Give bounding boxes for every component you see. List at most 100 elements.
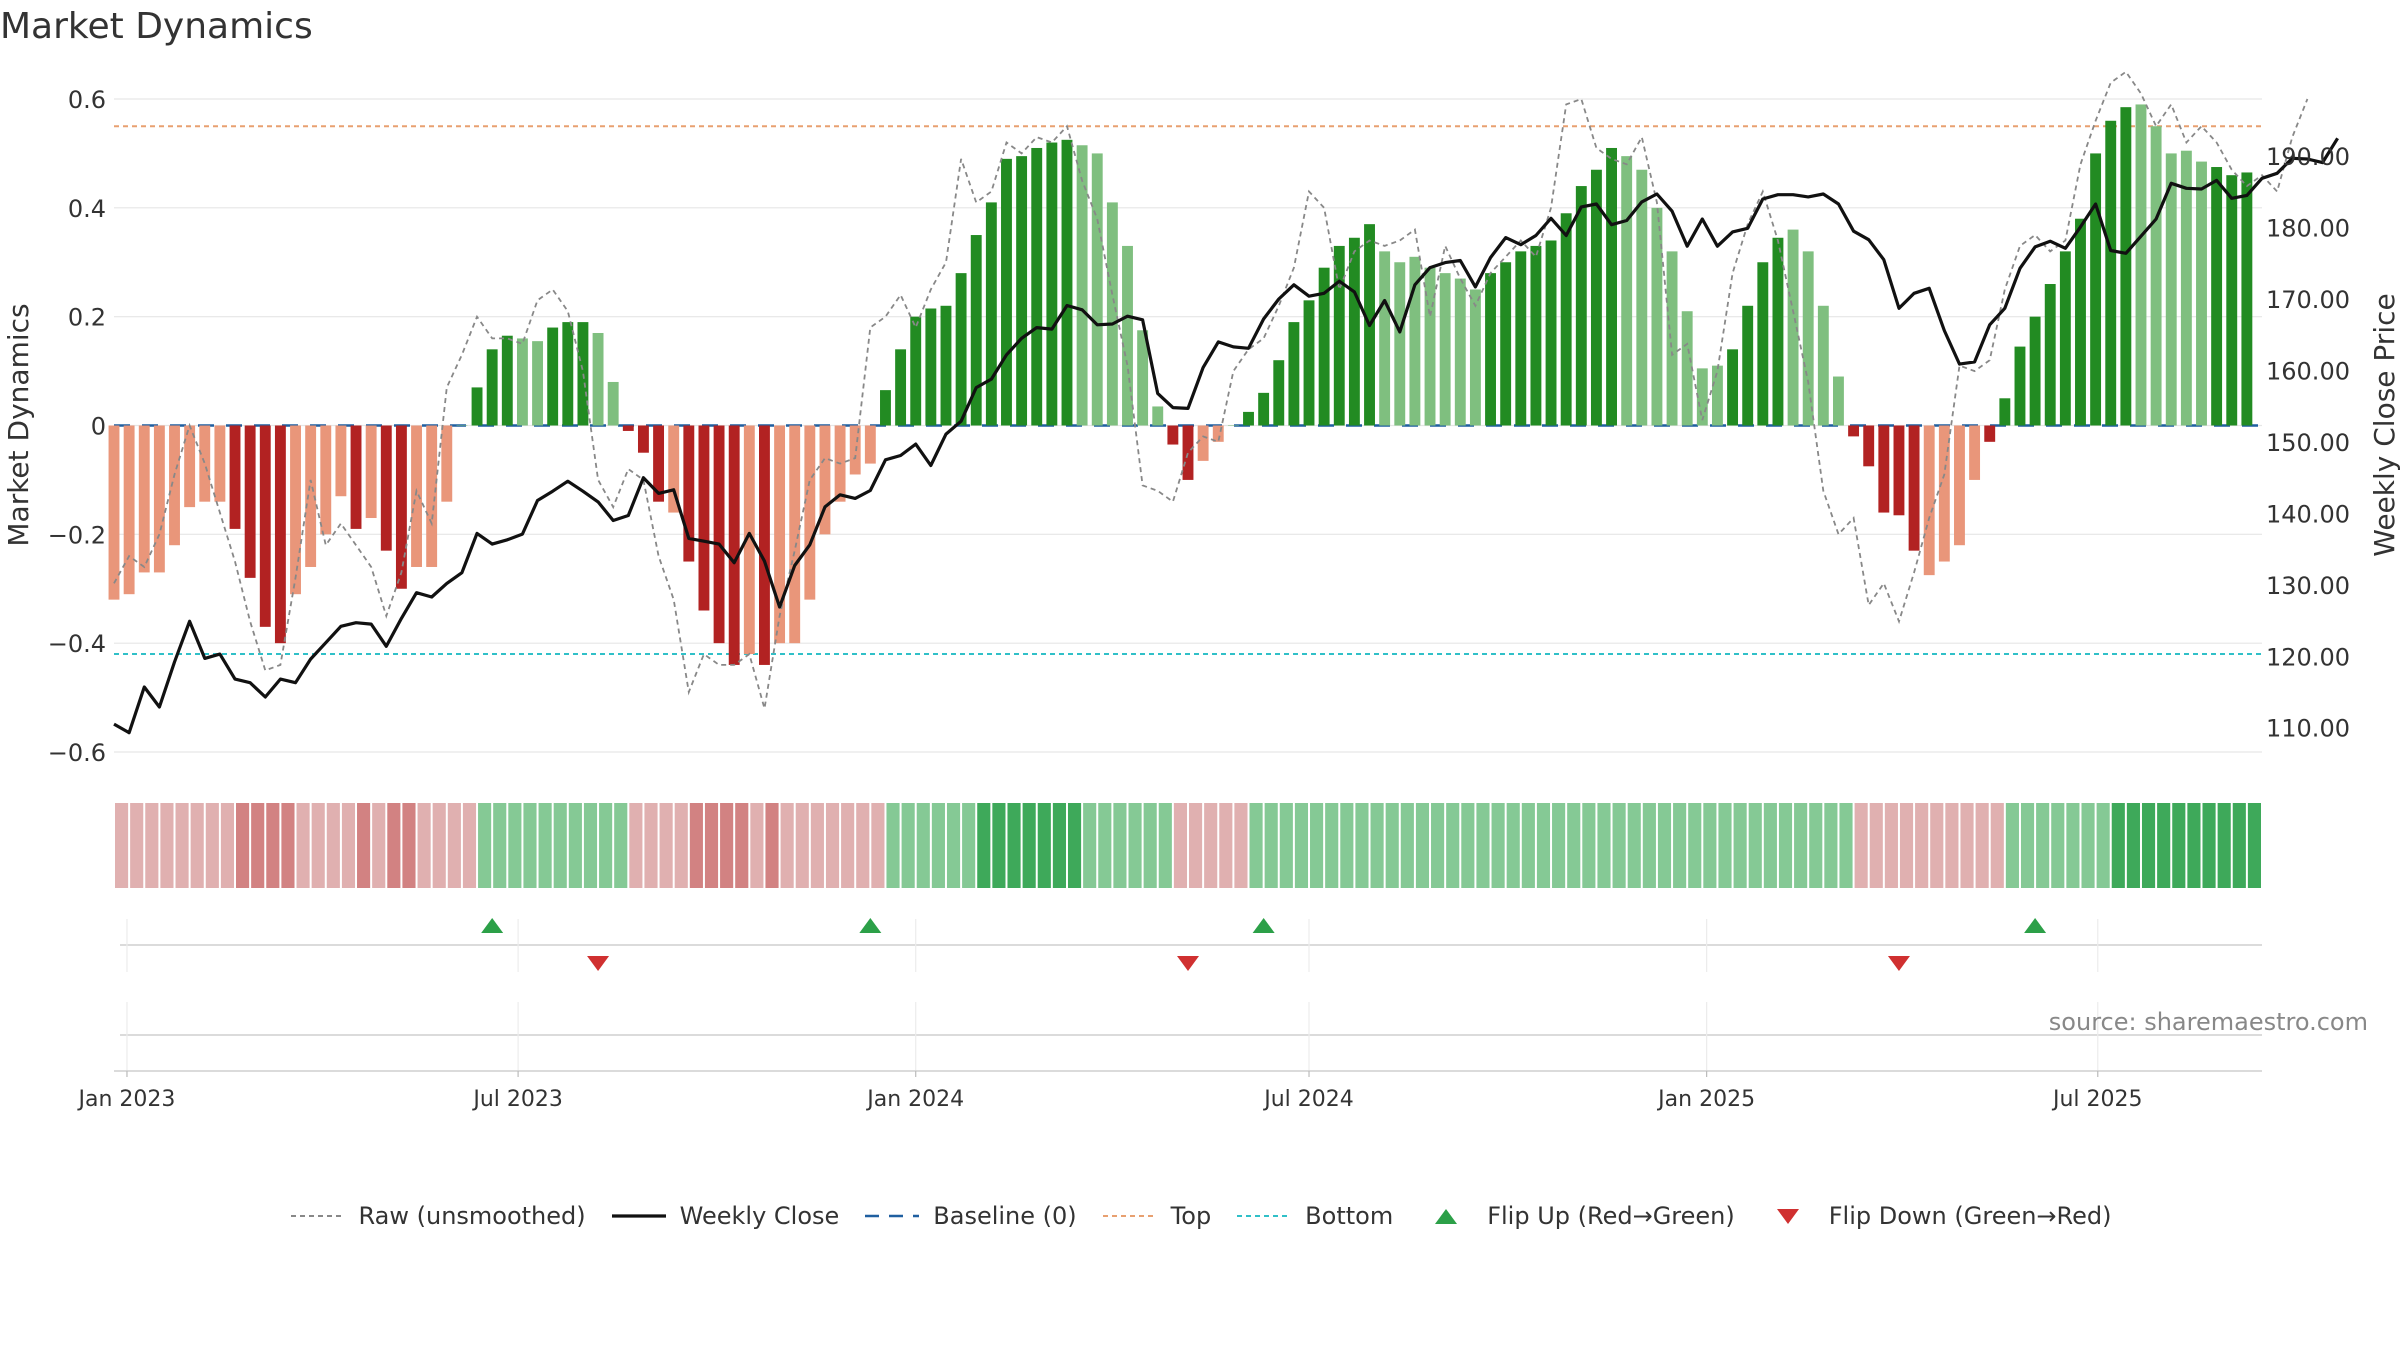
dynamics-bar [532, 341, 543, 426]
dynamics-bar [1106, 202, 1118, 426]
dynamics-bar [1122, 245, 1133, 426]
regime-cell [1310, 803, 1324, 888]
dynamics-bar [1379, 251, 1391, 426]
dynamics-bar [290, 425, 301, 595]
dynamics-bar [441, 425, 453, 502]
dynamics-bar [985, 202, 997, 426]
dynamics-bar [2165, 153, 2177, 426]
regime-cell [553, 803, 567, 888]
dynamics-bar [1606, 147, 1617, 426]
legend-item-flip-down: Flip Down (Green→Red) [1759, 1202, 2112, 1230]
dynamics-bar [1923, 425, 1935, 576]
dynamics-bar [169, 425, 180, 546]
dynamics-bar [2180, 150, 2192, 426]
dynamics-bar [411, 425, 422, 567]
regime-cell [780, 803, 794, 888]
dynamics-bar [184, 425, 196, 508]
dynamics-bar [607, 381, 619, 426]
x-tick-label: Jan 2023 [77, 1087, 176, 1112]
dynamics-bar [501, 335, 513, 426]
regime-cell [1899, 803, 1914, 888]
regime-cell [1718, 803, 1732, 888]
regime-cell [1143, 803, 1157, 888]
dynamics-bar [214, 425, 226, 502]
y2-tick-label: 190.00 [2266, 143, 2350, 171]
regime-cell [1990, 803, 2004, 888]
dynamics-bar [1394, 262, 1406, 426]
regime-cell [841, 803, 855, 888]
dynamics-bar [1333, 245, 1345, 426]
y2-tick-label: 150.00 [2266, 429, 2350, 457]
dynamics-bar [1061, 139, 1073, 426]
legend-swatch [1237, 1215, 1292, 1217]
regime-cell [704, 803, 719, 888]
y2-axis-label: Weekly Close Price [2368, 293, 2400, 556]
dynamics-bar [1863, 425, 1875, 467]
weekly-close-series [113, 137, 2339, 735]
regime-cell [1915, 803, 1929, 888]
dynamics-bar [471, 387, 483, 426]
dynamics-bar [1046, 142, 1058, 426]
legend-swatch [1776, 1209, 1799, 1224]
legend-label: Flip Up (Red→Green) [1487, 1202, 1735, 1230]
dynamics-bar [925, 308, 937, 426]
regime-cell [1249, 803, 1263, 888]
regime-cell [1657, 803, 1672, 888]
regime-cell [1884, 803, 1898, 888]
dynamics-bar [244, 425, 256, 578]
dynamics-bar [1500, 262, 1512, 426]
regime-cell [1476, 803, 1490, 888]
dynamics-bar [1954, 425, 1965, 546]
dynamics-bar [274, 425, 286, 644]
dynamics-bar [395, 425, 407, 589]
regime-cell [1824, 803, 1838, 888]
regime-cell [1294, 803, 1309, 888]
regime-cell [1461, 803, 1475, 888]
dynamics-bar [199, 425, 211, 502]
source-note: source: sharemaestro.com [2048, 1008, 2368, 1036]
dynamics-bar [2059, 251, 2071, 426]
dynamics-bar [1288, 322, 1300, 426]
dynamics-bar [320, 425, 332, 535]
y-tick-label: 0 [91, 413, 106, 441]
regime-cell [1703, 803, 1717, 888]
regime-cell [962, 803, 976, 888]
dynamics-bar [153, 425, 165, 573]
dynamics-bar [1545, 240, 1557, 426]
y-tick-label: 0.2 [68, 304, 106, 332]
regime-cell [977, 803, 991, 888]
dynamics-bar [1893, 425, 1905, 516]
regime-cell [1627, 803, 1641, 888]
dynamics-bar [486, 349, 498, 426]
dynamics-bar [1515, 251, 1527, 426]
regime-cell [462, 803, 477, 888]
dynamics-bar [1409, 256, 1421, 426]
regime-cell [1597, 803, 1611, 888]
regime-cell [236, 803, 250, 888]
dynamics-bar [1833, 376, 1844, 426]
raw-line [113, 70, 2309, 709]
regime-cell [523, 803, 537, 888]
dynamics-bar [305, 425, 317, 567]
dynamics-bar [1802, 251, 1814, 426]
regime-cell [901, 803, 915, 888]
dynamics-bar [1908, 425, 1920, 551]
dynamics-bar [229, 425, 241, 529]
regime-cell [2111, 803, 2125, 888]
regime-cell [1415, 803, 1430, 888]
dynamics-bar [668, 425, 680, 513]
x-axis: Jan 2023 Jul 2023 Jan 2024 Jul 2024 Jan 2025… [77, 1071, 2143, 1112]
dynamics-bar [880, 390, 891, 426]
dynamics-bar [2241, 172, 2253, 426]
regime-cell [1536, 803, 1551, 888]
y-axis-label: Market Dynamics [2, 303, 35, 546]
regime-cell [1552, 803, 1566, 888]
legend-label: Top [1170, 1202, 1212, 1230]
regime-cell [2232, 803, 2246, 888]
regime-cell [251, 803, 265, 888]
dynamics-bar [138, 425, 150, 573]
regime-cell [145, 803, 159, 888]
legend-label: Weekly Close [679, 1202, 840, 1230]
regime-cell [160, 803, 174, 888]
dynamics-bar [1303, 300, 1315, 426]
